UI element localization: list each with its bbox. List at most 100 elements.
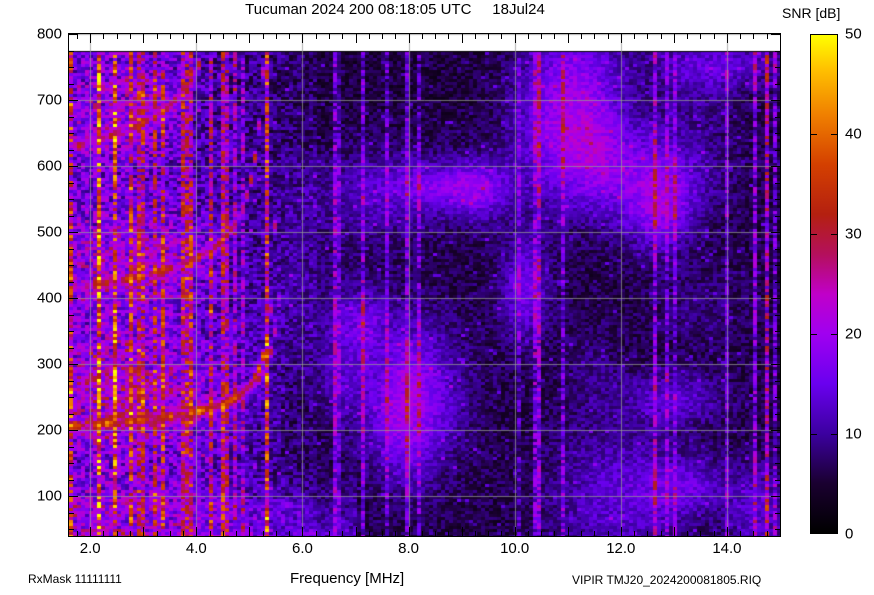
x-tick-top: [77, 34, 78, 39]
y-tick-right: [771, 232, 780, 233]
x-tick-bottom: [276, 531, 277, 536]
x-tick-bottom: [382, 531, 383, 536]
y-tick-right: [775, 265, 780, 266]
x-tick-bottom: [541, 531, 542, 536]
x-tick-label: 8.0: [398, 540, 419, 557]
x-tick-top: [263, 34, 264, 39]
x-tick-bottom: [488, 531, 489, 536]
colorbar[interactable]: [810, 34, 838, 534]
y-tick-left: [69, 480, 74, 481]
y-tick-left: [69, 133, 74, 134]
x-tick-top: [422, 34, 423, 39]
x-tick-top: [236, 34, 237, 39]
y-tick-label: 700: [36, 91, 62, 109]
page-title: Tucuman 2024 200 08:18:05 UTC 18Jul24: [245, 1, 545, 18]
y-tick-right: [775, 447, 780, 448]
colorbar-tick-label: 50: [845, 25, 862, 43]
x-tick-top: [700, 34, 701, 39]
x-tick-top: [780, 34, 781, 43]
x-tick-top: [130, 34, 131, 39]
x-tick-bottom: [249, 527, 250, 536]
x-tick-bottom: [369, 531, 370, 536]
y-tick-right: [775, 414, 780, 415]
y-tick-label: 100: [36, 487, 62, 505]
source-file-label: VIPIR TMJ20_2024200081805.RIQ: [572, 573, 762, 587]
x-tick-top: [581, 34, 582, 39]
y-tick-left: [69, 463, 74, 464]
x-tick-top: [103, 34, 104, 39]
y-tick-label: 600: [36, 157, 62, 175]
x-tick-top: [223, 34, 224, 39]
x-tick-bottom: [448, 531, 449, 536]
x-tick-bottom: [727, 527, 728, 536]
x-tick-top: [143, 34, 144, 43]
x-tick-bottom: [223, 531, 224, 536]
x-tick-label: 2.0: [79, 540, 101, 557]
x-tick-bottom: [117, 531, 118, 536]
x-tick-label: 12.0: [606, 540, 636, 557]
x-tick-bottom: [767, 531, 768, 536]
x-tick-top: [554, 34, 555, 39]
x-tick-top: [302, 34, 303, 43]
x-tick-top: [621, 34, 622, 43]
x-tick-top: [356, 34, 357, 43]
x-tick-top: [501, 34, 502, 39]
x-tick-top: [183, 34, 184, 39]
y-tick-label: 200: [36, 421, 62, 439]
x-tick-bottom: [554, 531, 555, 536]
y-tick-right: [775, 51, 780, 52]
y-tick-left: [69, 331, 74, 332]
x-tick-top: [647, 34, 648, 39]
colorbar-tick-label: 0: [845, 525, 854, 543]
x-tick-bottom: [289, 531, 290, 536]
y-tick-left: [69, 183, 74, 184]
y-tick-right: [775, 529, 780, 530]
x-tick-bottom: [780, 527, 781, 536]
y-tick-left: [69, 298, 78, 299]
x-axis-title: Frequency [MHz]: [290, 570, 405, 587]
y-tick-left: [69, 513, 74, 514]
colorbar-tick-left: [810, 434, 817, 435]
rxmask-label: RxMask 11111111: [28, 572, 122, 586]
y-tick-right: [775, 331, 780, 332]
y-tick-left: [69, 216, 74, 217]
y-tick-left: [69, 381, 74, 382]
colorbar-tick-right: [831, 134, 838, 135]
x-tick-top: [568, 34, 569, 43]
colorbar-tick-left: [810, 234, 817, 235]
x-tick-bottom: [302, 527, 303, 536]
y-tick-right: [775, 133, 780, 134]
x-tick-top: [369, 34, 370, 39]
y-tick-left: [69, 150, 74, 151]
x-tick-bottom: [409, 527, 410, 536]
x-tick-bottom: [475, 531, 476, 536]
x-tick-top: [196, 34, 197, 43]
y-tick-label: 300: [36, 355, 62, 373]
x-tick-top: [594, 34, 595, 39]
x-tick-bottom: [196, 527, 197, 536]
y-tick-right: [775, 513, 780, 514]
y-tick-right: [775, 150, 780, 151]
x-tick-top: [740, 34, 741, 39]
y-tick-left: [69, 397, 74, 398]
x-tick-bottom: [435, 531, 436, 536]
y-tick-left: [69, 232, 78, 233]
x-tick-top: [342, 34, 343, 39]
x-tick-top: [382, 34, 383, 39]
y-tick-left: [69, 364, 78, 365]
y-tick-label: 400: [36, 289, 62, 307]
x-tick-top: [475, 34, 476, 39]
x-tick-label: 10.0: [500, 540, 530, 557]
y-tick-right: [771, 364, 780, 365]
y-tick-left: [69, 529, 74, 530]
x-tick-label: 14.0: [712, 540, 742, 557]
x-tick-bottom: [700, 531, 701, 536]
ionogram-plot[interactable]: [68, 33, 781, 537]
y-tick-left: [69, 34, 78, 35]
x-tick-bottom: [501, 531, 502, 536]
x-tick-top: [329, 34, 330, 39]
colorbar-tick-label: 20: [845, 325, 862, 343]
colorbar-tick-right: [831, 434, 838, 435]
y-tick-left: [69, 348, 74, 349]
x-tick-bottom: [183, 531, 184, 536]
